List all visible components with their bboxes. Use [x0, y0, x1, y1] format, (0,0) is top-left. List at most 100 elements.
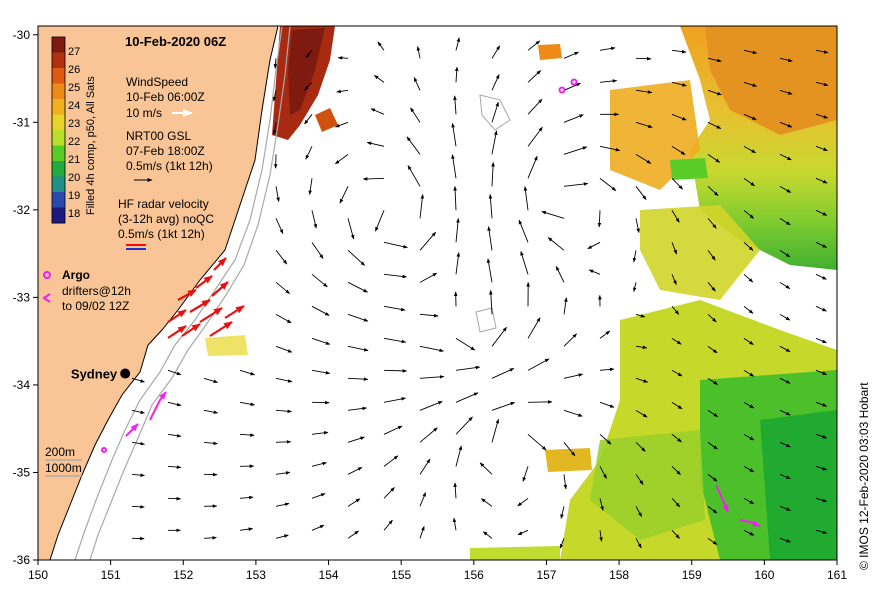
- x-tick-label: 157: [536, 568, 556, 582]
- legend-isobath-200: 200m: [45, 445, 75, 459]
- current-vector: [635, 56, 652, 61]
- current-vector: [707, 345, 718, 354]
- x-tick-label: 156: [464, 568, 484, 582]
- colorbar-label: Filled 4h comp, p50, All Sats: [85, 76, 97, 215]
- land-mass: [38, 26, 279, 560]
- current-vector: [311, 242, 324, 259]
- current-vector: [334, 153, 349, 165]
- x-tick-label: 159: [682, 568, 702, 582]
- current-vector: [451, 154, 457, 179]
- current-vector: [563, 82, 581, 91]
- current-vector: [527, 126, 543, 147]
- current-vector: [239, 495, 254, 500]
- current-vector: [366, 141, 385, 147]
- hf-radar-vector: [199, 307, 223, 323]
- legend-wind: WindSpeed 10-Feb 06:00Z 10 m/s: [126, 75, 205, 120]
- current-vector: [527, 358, 550, 371]
- legend-drifters-line1: drifters@12h: [62, 284, 131, 298]
- current-vector: [671, 178, 683, 190]
- current-vector: [779, 249, 791, 258]
- colorbar-tick-label: 18: [68, 208, 80, 220]
- current-vector: [707, 409, 719, 418]
- current-vector: [635, 345, 648, 350]
- current-vector: [599, 401, 615, 408]
- current-vector: [635, 442, 646, 452]
- current-vector: [455, 252, 461, 275]
- current-vector: [563, 51, 579, 59]
- x-tick-label: 153: [246, 568, 266, 582]
- current-vector: [347, 498, 361, 507]
- current-vector: [635, 218, 640, 234]
- current-vector: [239, 369, 256, 376]
- current-vector: [743, 209, 755, 219]
- current-vector: [455, 365, 481, 371]
- colorbar-swatch: [52, 130, 65, 146]
- current-vector: [671, 498, 681, 508]
- x-tick-label: 155: [391, 568, 411, 582]
- credit-text: © IMOS 12-Feb-2020 03:03 Hobart: [857, 382, 871, 570]
- current-vector: [347, 436, 365, 443]
- y-tick-label: -31: [13, 115, 31, 129]
- current-vector: [527, 98, 543, 115]
- legend-isobaths: 200m 1000m: [45, 445, 82, 477]
- hf-radar-vector: [167, 309, 187, 323]
- hf-radar-vector: [195, 275, 213, 289]
- current-vector: [563, 182, 589, 187]
- current-vector: [304, 82, 313, 91]
- current-vector: [671, 337, 682, 345]
- current-vector: [671, 242, 677, 255]
- current-vector: [671, 145, 686, 156]
- legend-wind-time: 10-Feb 06:00Z: [126, 90, 205, 104]
- legend-hf-subtitle: (3-12h avg) noQC: [118, 212, 214, 226]
- current-vector: [671, 274, 677, 286]
- current-vector: [419, 525, 425, 539]
- current-vector: [599, 46, 616, 51]
- colorbar-ticks: 27 26 25 24 23 22 21 20 19 18: [68, 46, 80, 220]
- current-vector: [632, 282, 637, 292]
- current-vector: [491, 161, 495, 187]
- colorbar-swatch: [52, 52, 65, 69]
- current-vector: [707, 505, 718, 514]
- current-vector: [671, 466, 681, 476]
- current-vector: [707, 473, 718, 482]
- current-vector: [815, 433, 828, 439]
- current-vector: [452, 517, 457, 531]
- current-vector: [383, 273, 407, 279]
- current-vector: [275, 471, 291, 475]
- current-vector: [671, 401, 683, 410]
- x-tick-label: 154: [319, 568, 339, 582]
- hf-radar-vector: [177, 289, 197, 301]
- current-vector: [523, 186, 529, 211]
- y-tick-label: -35: [13, 465, 31, 479]
- legend-gsl-scale: 0.5m/s (1kt 12h): [126, 159, 213, 173]
- current-vector: [275, 377, 293, 383]
- current-vector: [779, 121, 793, 128]
- x-tick-label: 158: [609, 568, 629, 582]
- hf-radar-vector: [211, 281, 229, 297]
- colorbar-swatch: [52, 99, 65, 115]
- current-vector: [671, 433, 682, 443]
- current-vector: [815, 401, 828, 407]
- current-vector: [487, 226, 493, 251]
- current-vector: [779, 89, 793, 95]
- colorbar-tick-label: 20: [68, 172, 80, 184]
- current-vector: [635, 538, 642, 549]
- current-vector: [131, 473, 145, 477]
- hf-radar-vector: [189, 299, 211, 313]
- current-vector: [479, 462, 493, 475]
- current-vector: [599, 433, 612, 445]
- current-vector: [779, 57, 793, 63]
- current-vector: [815, 465, 828, 471]
- current-vector: [491, 368, 515, 379]
- x-tick-label: 160: [754, 568, 774, 582]
- current-vector: [599, 145, 621, 152]
- hf-radar-vector: [209, 321, 233, 337]
- current-vector: [527, 40, 541, 51]
- current-vector: [419, 375, 445, 379]
- current-vector: [563, 409, 583, 417]
- current-vector: [779, 441, 791, 448]
- current-vector: [707, 153, 721, 163]
- current-vector: [362, 177, 385, 181]
- current-vector: [275, 440, 292, 444]
- current-vector: [707, 186, 719, 197]
